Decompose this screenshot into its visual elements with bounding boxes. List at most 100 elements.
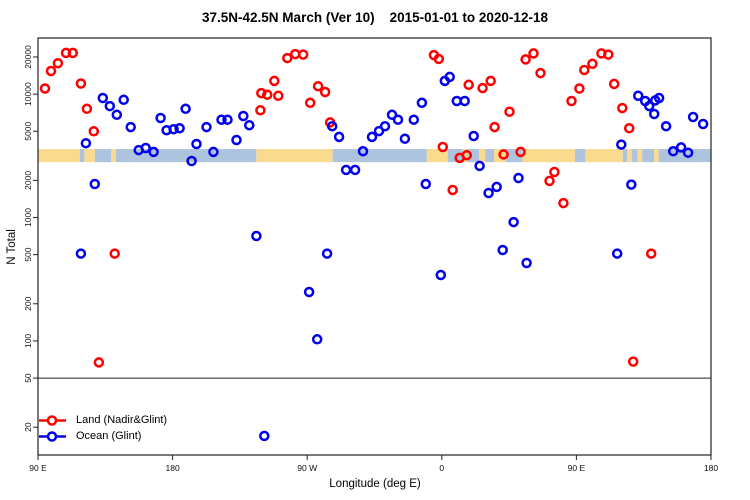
- y-tick-label: 20000: [23, 45, 33, 69]
- data-point-land: [515, 146, 526, 158]
- x-tick-label: 180: [704, 463, 718, 473]
- data-point-ocean: [366, 131, 378, 143]
- data-point-ocean: [675, 142, 687, 153]
- data-point-ocean: [468, 130, 479, 142]
- legend-label-land: Land (Nadir&Glint): [76, 414, 168, 426]
- data-point-ocean: [474, 160, 485, 172]
- data-point-ocean: [416, 97, 428, 109]
- data-point-ocean: [632, 90, 644, 102]
- data-point-ocean: [80, 137, 92, 149]
- data-point-land: [312, 80, 324, 92]
- legend-symbol-circle-ocean: [46, 431, 58, 442]
- data-point-land: [255, 105, 266, 116]
- coast-band-segment-ocean: [115, 149, 257, 163]
- data-point-land: [558, 197, 569, 209]
- data-point-ocean: [311, 334, 323, 345]
- coast-band-segment-ocean: [94, 149, 112, 163]
- data-point-ocean: [303, 286, 315, 298]
- coast-band-segment-land: [637, 149, 643, 163]
- data-point-land: [627, 356, 639, 367]
- x-axis-label: Longitude (deg E): [329, 478, 421, 490]
- data-point-ocean: [497, 244, 508, 256]
- data-point-ocean: [201, 121, 212, 133]
- coast-band-segment-ocean: [631, 149, 638, 163]
- data-point-ocean: [508, 216, 519, 228]
- legend-label-ocean: Ocean (Glint): [76, 430, 142, 442]
- y-axis-label: N Total: [6, 229, 18, 265]
- coast-band-segment-land: [111, 149, 116, 163]
- coast-band-segment-ocean: [622, 149, 628, 163]
- data-point-ocean: [174, 122, 185, 134]
- data-point-ocean: [259, 430, 270, 442]
- data-point-ocean: [349, 164, 361, 176]
- data-point-ocean: [321, 248, 333, 259]
- data-point-land: [608, 78, 620, 90]
- x-tick-label: 0: [439, 463, 444, 473]
- data-point-land: [617, 102, 628, 114]
- data-point-ocean: [75, 248, 87, 259]
- y-tick-label: 500: [23, 247, 33, 261]
- data-point-ocean: [392, 114, 404, 125]
- data-point-land: [623, 122, 635, 134]
- data-point-land: [304, 97, 316, 109]
- data-point-land: [109, 248, 120, 259]
- data-point-land: [498, 149, 509, 160]
- data-point-ocean: [222, 114, 233, 125]
- coast-band-segment-land: [256, 149, 333, 163]
- data-point-ocean: [125, 121, 136, 133]
- data-point-ocean: [420, 178, 432, 190]
- data-point-land: [273, 90, 284, 102]
- data-point-land: [574, 83, 585, 94]
- data-point-ocean: [89, 178, 101, 190]
- data-point-ocean: [521, 257, 532, 269]
- data-point-ocean: [648, 108, 660, 120]
- data-point-land: [579, 64, 590, 76]
- data-point-land: [433, 53, 445, 65]
- data-point-land: [39, 83, 51, 94]
- data-point-land: [262, 89, 273, 100]
- data-point-land: [587, 58, 598, 70]
- coast-band-segment-ocean: [332, 149, 427, 163]
- x-tick-label: 90 E: [29, 463, 47, 473]
- data-point-land: [504, 106, 515, 117]
- data-point-land: [485, 75, 496, 87]
- data-point-land: [477, 82, 488, 94]
- data-point-land: [256, 87, 267, 99]
- y-tick-label: 5000: [23, 122, 33, 141]
- data-point-ocean: [104, 100, 116, 112]
- data-point-land: [603, 49, 614, 60]
- data-point-ocean: [611, 248, 623, 259]
- data-point-ocean: [97, 92, 109, 104]
- data-point-ocean: [459, 95, 470, 107]
- data-point-land: [489, 121, 500, 133]
- data-point-ocean: [687, 111, 699, 123]
- data-point-ocean: [140, 142, 151, 154]
- data-point-ocean: [231, 134, 242, 146]
- coast-band-segment-ocean: [642, 149, 655, 163]
- data-point-land: [45, 65, 57, 77]
- y-tick-label: 20: [23, 422, 33, 432]
- data-point-ocean: [111, 109, 123, 121]
- data-point-land: [93, 357, 105, 368]
- data-point-land: [75, 78, 87, 89]
- x-tick-label: 90 W: [297, 463, 317, 473]
- coast-band-segment-land: [585, 149, 623, 163]
- data-point-ocean: [326, 120, 338, 132]
- coast-band-segment-land: [654, 149, 659, 163]
- data-point-ocean: [491, 181, 502, 193]
- data-point-land: [535, 67, 546, 79]
- coast-band-segment-land: [479, 149, 486, 163]
- data-point-land: [461, 149, 473, 161]
- data-point-ocean: [168, 123, 179, 135]
- data-point-ocean: [118, 94, 129, 106]
- data-point-ocean: [399, 133, 411, 144]
- data-point-ocean: [444, 71, 455, 83]
- data-point-land: [282, 52, 293, 64]
- y-tick-label: 100: [23, 334, 33, 348]
- data-point-ocean: [251, 230, 262, 242]
- coast-band-segment-land: [522, 149, 575, 163]
- data-point-ocean: [186, 155, 197, 167]
- data-point-ocean: [148, 146, 159, 158]
- data-point-land: [528, 48, 539, 59]
